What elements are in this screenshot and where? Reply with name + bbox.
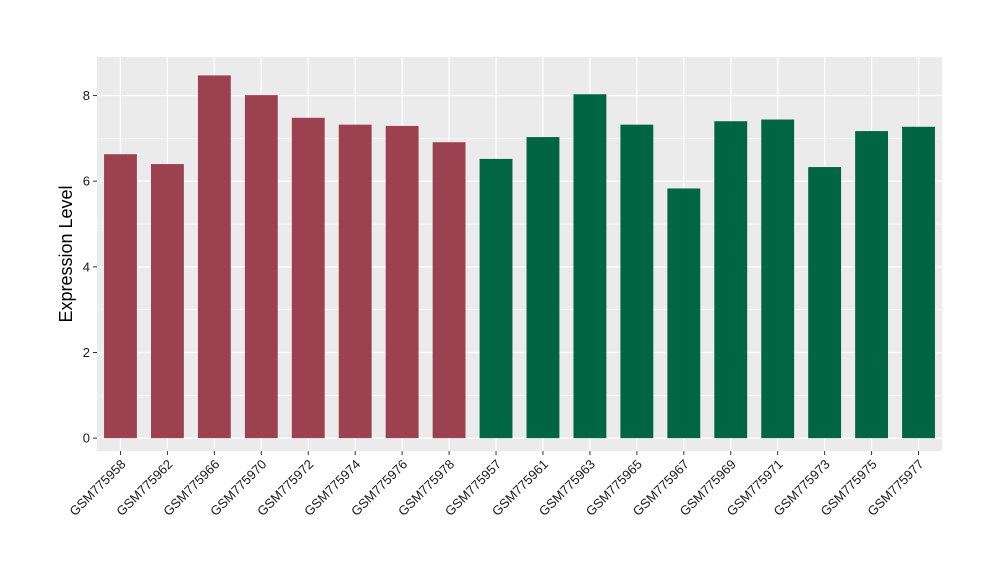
bar-GSM775957	[479, 158, 513, 439]
bar-GSM775972	[291, 117, 325, 439]
bar-GSM775977	[902, 126, 935, 439]
x-axis: GSM775958GSM775962GSM775966GSM775970GSM7…	[66, 451, 927, 519]
bar-GSM775966	[197, 75, 231, 439]
bar-GSM775971	[761, 119, 795, 439]
bar-GSM775978	[432, 142, 466, 439]
bar-GSM775975	[855, 131, 889, 439]
bar-GSM775974	[338, 124, 372, 439]
y-tick-label: 6	[83, 174, 90, 189]
y-tick-label: 2	[83, 345, 90, 360]
minor-gridlines	[97, 138, 942, 396]
bar-GSM775976	[385, 125, 419, 439]
y-tick-label: 4	[83, 259, 90, 274]
y-axis: 0 2 4 6 8	[83, 88, 97, 446]
bar-GSM775958	[104, 154, 137, 439]
bar-GSM775963	[573, 94, 607, 439]
bar-GSM775965	[620, 124, 654, 439]
y-tick-label: 0	[83, 431, 90, 446]
plot-panel	[97, 57, 942, 451]
y-axis-title: Expression Level	[56, 185, 76, 322]
bar-GSM775962	[150, 164, 184, 439]
bars	[104, 75, 935, 439]
bar-GSM775967	[667, 188, 701, 439]
y-tick-label: 8	[83, 88, 90, 103]
bar-GSM775961	[526, 137, 560, 439]
bar-GSM775969	[714, 121, 748, 439]
bar-GSM775970	[244, 95, 278, 439]
bar-GSM775973	[808, 167, 842, 439]
